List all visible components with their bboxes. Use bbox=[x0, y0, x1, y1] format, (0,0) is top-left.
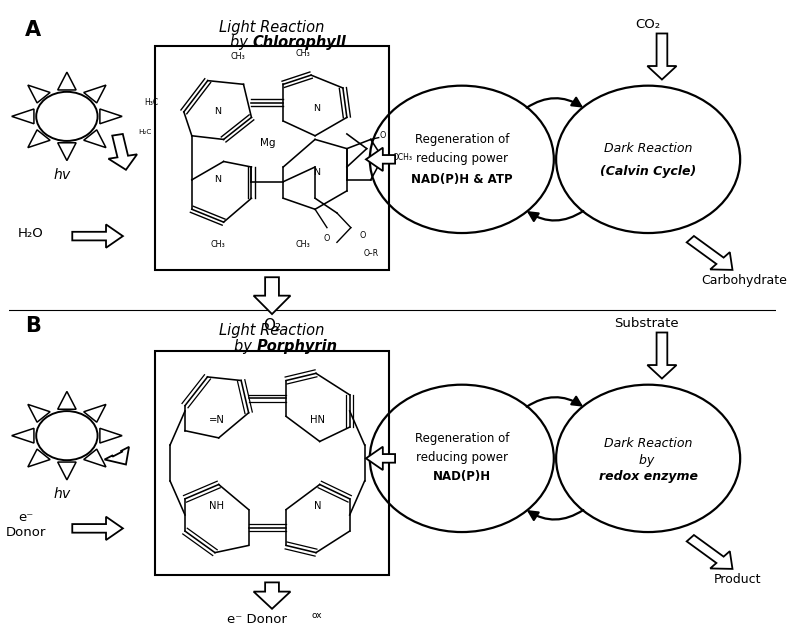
Text: CH₃: CH₃ bbox=[210, 240, 225, 249]
Polygon shape bbox=[57, 72, 76, 90]
Text: reducing power: reducing power bbox=[416, 451, 508, 463]
Polygon shape bbox=[72, 517, 123, 540]
Text: Substrate: Substrate bbox=[615, 317, 679, 330]
Polygon shape bbox=[104, 447, 129, 465]
Polygon shape bbox=[12, 109, 34, 124]
Text: e⁻ Donor: e⁻ Donor bbox=[227, 613, 287, 625]
Text: by: by bbox=[638, 453, 657, 467]
Text: Light Reaction: Light Reaction bbox=[220, 20, 325, 35]
Text: by: by bbox=[234, 338, 256, 354]
Text: N: N bbox=[314, 501, 322, 511]
Text: B: B bbox=[25, 316, 41, 336]
Polygon shape bbox=[57, 462, 76, 480]
Polygon shape bbox=[254, 582, 291, 609]
Text: Regeneration of: Regeneration of bbox=[415, 133, 509, 146]
Text: NH: NH bbox=[209, 501, 224, 511]
Polygon shape bbox=[100, 428, 122, 443]
Text: Dark Reaction: Dark Reaction bbox=[604, 142, 693, 154]
Text: OCH₃: OCH₃ bbox=[392, 153, 412, 162]
FancyArrowPatch shape bbox=[529, 510, 583, 520]
Polygon shape bbox=[108, 134, 137, 170]
Text: H₃C: H₃C bbox=[144, 98, 158, 107]
Text: Light Reaction: Light Reaction bbox=[220, 323, 325, 338]
Text: CH₃: CH₃ bbox=[296, 240, 310, 249]
Bar bbox=[155, 351, 389, 575]
Polygon shape bbox=[687, 535, 732, 569]
Polygon shape bbox=[254, 277, 291, 314]
Bar bbox=[155, 46, 389, 270]
Text: redox enzyme: redox enzyme bbox=[599, 470, 697, 484]
Polygon shape bbox=[28, 404, 50, 422]
Text: ox: ox bbox=[311, 611, 322, 620]
Polygon shape bbox=[366, 447, 395, 470]
Polygon shape bbox=[28, 85, 50, 103]
Text: O₂: O₂ bbox=[263, 318, 281, 333]
Text: Chlorophyll: Chlorophyll bbox=[253, 35, 346, 50]
Text: O: O bbox=[360, 230, 366, 239]
Text: CH₃: CH₃ bbox=[296, 48, 310, 58]
Text: H₂C: H₂C bbox=[139, 129, 152, 135]
Polygon shape bbox=[72, 224, 123, 248]
Text: Donor: Donor bbox=[6, 526, 46, 539]
Polygon shape bbox=[84, 449, 106, 467]
Polygon shape bbox=[84, 130, 106, 148]
Text: e⁻: e⁻ bbox=[18, 511, 34, 524]
Text: =N: =N bbox=[209, 415, 224, 425]
Polygon shape bbox=[12, 428, 34, 443]
Polygon shape bbox=[84, 404, 106, 422]
FancyArrowPatch shape bbox=[529, 211, 583, 221]
Polygon shape bbox=[84, 85, 106, 103]
FancyArrowPatch shape bbox=[527, 98, 581, 107]
Text: $hv$: $hv$ bbox=[53, 167, 72, 182]
Text: (Calvin Cycle): (Calvin Cycle) bbox=[600, 165, 696, 178]
Text: Porphyrin: Porphyrin bbox=[256, 338, 338, 354]
Polygon shape bbox=[647, 33, 677, 80]
Text: Dark Reaction: Dark Reaction bbox=[604, 436, 693, 450]
Text: CH₃: CH₃ bbox=[230, 52, 245, 62]
Text: CO₂: CO₂ bbox=[635, 18, 661, 31]
Text: $hv$: $hv$ bbox=[53, 487, 72, 502]
Text: O: O bbox=[380, 131, 386, 140]
Text: reducing power: reducing power bbox=[416, 151, 508, 165]
Text: O: O bbox=[324, 234, 330, 243]
Text: N: N bbox=[214, 107, 221, 116]
Polygon shape bbox=[57, 391, 76, 409]
Text: Carbohydrate: Carbohydrate bbox=[701, 274, 787, 288]
Text: Mg: Mg bbox=[259, 138, 275, 148]
Text: Regeneration of: Regeneration of bbox=[415, 432, 509, 445]
Polygon shape bbox=[366, 148, 395, 171]
Polygon shape bbox=[57, 143, 76, 161]
Polygon shape bbox=[687, 236, 732, 270]
Text: NAD(P)H & ATP: NAD(P)H & ATP bbox=[411, 173, 513, 186]
Text: NAD(P)H: NAD(P)H bbox=[433, 470, 491, 484]
Text: N: N bbox=[314, 168, 321, 177]
Text: HN: HN bbox=[310, 415, 326, 425]
Text: by: by bbox=[230, 35, 253, 50]
Text: H₂O: H₂O bbox=[18, 227, 44, 239]
Text: A: A bbox=[25, 20, 41, 40]
Text: O–R: O–R bbox=[363, 249, 378, 258]
Text: N: N bbox=[314, 104, 321, 112]
Polygon shape bbox=[647, 332, 677, 379]
Polygon shape bbox=[100, 109, 122, 124]
Text: N: N bbox=[214, 175, 221, 185]
Text: Product: Product bbox=[714, 573, 762, 587]
FancyArrowPatch shape bbox=[527, 397, 581, 407]
Polygon shape bbox=[28, 130, 50, 148]
Polygon shape bbox=[28, 449, 50, 467]
